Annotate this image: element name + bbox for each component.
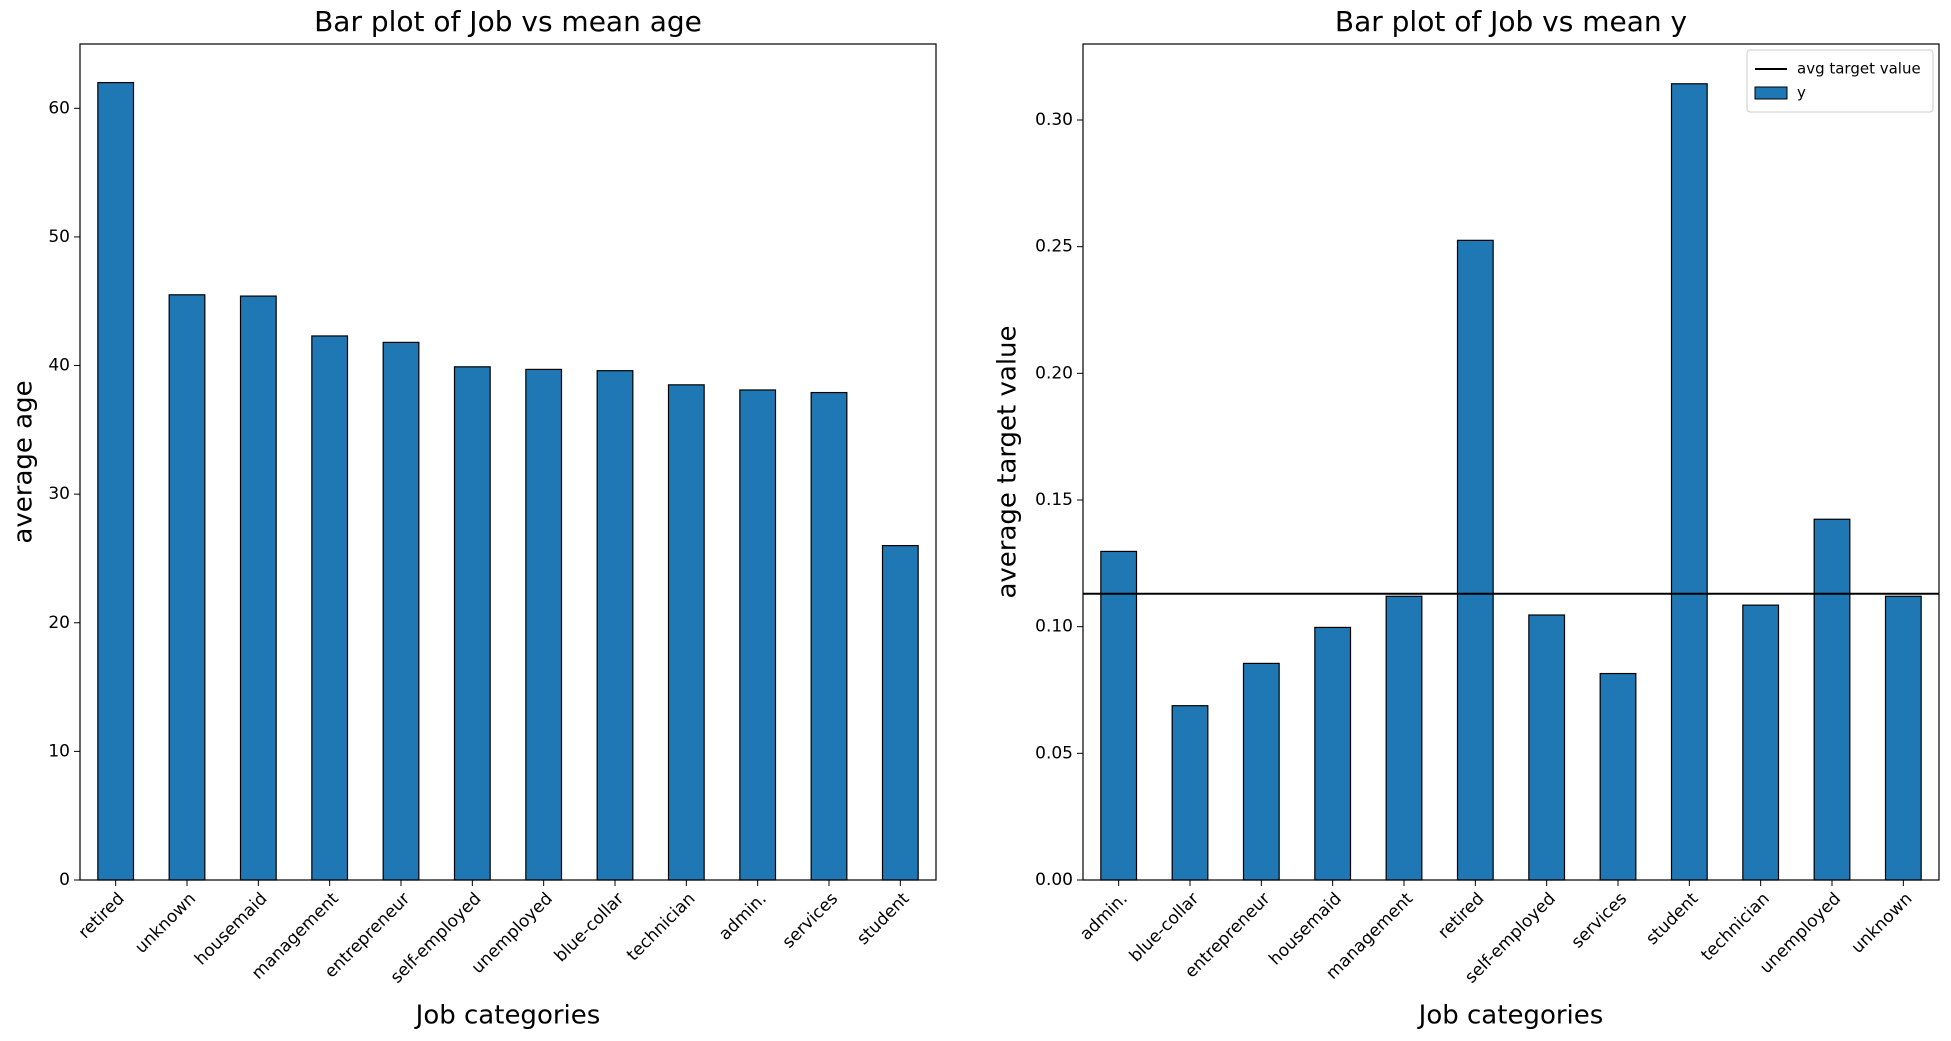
bar bbox=[1100, 550, 1138, 881]
y-tick-label: 0 bbox=[59, 870, 70, 890]
bar bbox=[1171, 705, 1209, 881]
x-axis-label: Job categories bbox=[1417, 1001, 1604, 1031]
bar bbox=[311, 335, 349, 881]
legend-label: avg target value bbox=[1797, 60, 1921, 78]
bar bbox=[1528, 614, 1566, 881]
bar bbox=[596, 370, 634, 881]
y-tick-label: 60 bbox=[48, 98, 70, 118]
bar bbox=[1385, 595, 1423, 881]
bar bbox=[1670, 83, 1708, 881]
x-tick-label: retired bbox=[1434, 889, 1488, 943]
y-tick-label: 0.05 bbox=[1035, 743, 1073, 763]
x-tick-label: services bbox=[1568, 889, 1632, 953]
bar bbox=[1599, 672, 1637, 881]
y-tick-label: 30 bbox=[48, 484, 70, 504]
y-tick-label: 40 bbox=[48, 356, 70, 376]
y-tick-label: 0.10 bbox=[1035, 617, 1073, 637]
x-tick-label: blue-collar bbox=[551, 889, 628, 966]
y-axis-label: average age bbox=[9, 380, 39, 543]
x-tick-label: student bbox=[1642, 889, 1702, 949]
y-tick-label: 20 bbox=[48, 613, 70, 633]
legend-box bbox=[1746, 49, 1934, 113]
bar bbox=[667, 384, 705, 881]
x-tick-label: student bbox=[853, 889, 913, 949]
bar bbox=[382, 341, 420, 881]
chart-title: Bar plot of Job vs mean age bbox=[314, 5, 702, 38]
x-tick-label: blue-collar bbox=[1126, 889, 1203, 966]
y-tick-label: 0.20 bbox=[1035, 363, 1073, 383]
bar bbox=[239, 295, 277, 881]
y-tick-label: 0.30 bbox=[1035, 110, 1073, 130]
x-tick-label: technician bbox=[1697, 889, 1773, 965]
x-tick-label: unknown bbox=[1848, 889, 1917, 958]
bar bbox=[1884, 595, 1922, 881]
bar bbox=[1813, 518, 1851, 881]
plot-frame bbox=[79, 43, 937, 881]
y-tick-label: 0.00 bbox=[1035, 870, 1073, 890]
y-tick-label: 0.25 bbox=[1035, 237, 1073, 257]
chart-title: Bar plot of Job vs mean y bbox=[1335, 5, 1687, 38]
bar bbox=[739, 389, 777, 881]
bar bbox=[525, 368, 563, 881]
bar bbox=[1314, 626, 1352, 881]
y-tick-label: 0.15 bbox=[1035, 490, 1073, 510]
bar bbox=[1742, 604, 1780, 881]
x-tick-label: admin. bbox=[1076, 889, 1132, 945]
y-axis-label: average target value bbox=[993, 325, 1023, 598]
plot-frame bbox=[1082, 43, 1940, 881]
bar bbox=[453, 366, 491, 881]
y-tick-label: 10 bbox=[48, 741, 70, 761]
x-tick-label: technician bbox=[623, 889, 699, 965]
x-tick-label: unknown bbox=[131, 889, 200, 958]
legend-label: y bbox=[1797, 84, 1806, 102]
legend-patch bbox=[1754, 86, 1788, 100]
bar bbox=[168, 294, 206, 881]
x-axis-label: Job categories bbox=[414, 1001, 601, 1031]
x-tick-label: admin. bbox=[715, 889, 771, 945]
bar bbox=[1242, 662, 1280, 881]
bar bbox=[881, 544, 919, 881]
bar bbox=[810, 391, 848, 881]
bar bbox=[1456, 239, 1494, 881]
y-tick-label: 50 bbox=[48, 227, 70, 247]
x-tick-label: services bbox=[779, 889, 843, 953]
bar bbox=[97, 81, 135, 881]
x-tick-label: retired bbox=[75, 889, 129, 943]
